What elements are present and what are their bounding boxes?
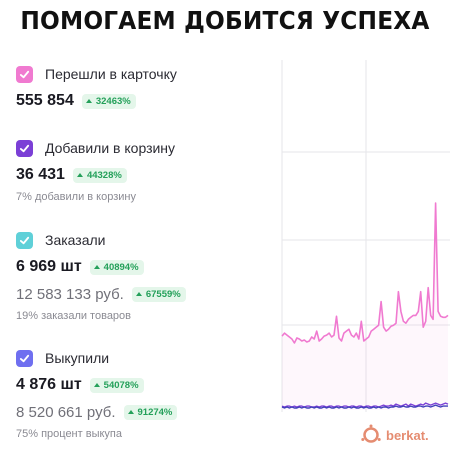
metric-title: Добавили в корзину <box>45 140 176 156</box>
metric-card-buyouts: Выкупили 4 876 шт 54078% 8 520 661 руб. … <box>16 348 276 440</box>
growth-badge: 54078% <box>89 377 144 393</box>
metric-value: 4 876 шт <box>16 376 82 393</box>
berkat-logo-icon <box>361 424 381 443</box>
growth-percent: 32463% <box>95 95 131 107</box>
check-icon <box>19 144 30 152</box>
line-chart <box>281 60 450 412</box>
metric-note: 19% заказали товаров <box>16 310 132 322</box>
arrow-up-icon <box>135 292 142 296</box>
arrow-up-icon <box>76 173 83 177</box>
growth-badge: 44328% <box>72 167 127 183</box>
arrow-up-icon <box>127 410 134 414</box>
metric-card-orders: Заказали 6 969 шт 40894% 12 583 133 руб.… <box>16 230 276 322</box>
growth-badge: 40894% <box>89 259 144 275</box>
metric-note: 7% добавили в корзину <box>16 191 136 203</box>
arrow-up-icon <box>93 265 100 269</box>
series-line-0 <box>281 202 449 344</box>
check-icon <box>19 236 30 244</box>
metric-value: 6 969 шт <box>16 258 82 275</box>
checkbox-buyouts[interactable] <box>16 349 33 367</box>
growth-badge: 91274% <box>123 404 178 420</box>
checkbox-orders[interactable] <box>16 231 33 249</box>
series-area <box>282 203 448 410</box>
growth-badge: 32463% <box>81 93 136 109</box>
metric-secondary-value: 12 583 133 руб. <box>16 285 124 303</box>
headline: ПОМОГАЕМ ДОБИТСЯ УСПЕХА <box>20 6 430 35</box>
checkbox-cart[interactable] <box>16 139 33 157</box>
chart-grid <box>281 60 450 412</box>
metric-card-cart: Добавили в корзину 36 431 44328% 7% доба… <box>16 138 276 203</box>
check-icon <box>19 354 30 362</box>
series-line-1 <box>281 402 449 408</box>
metric-value: 36 431 <box>16 166 65 183</box>
arrow-up-icon <box>85 99 92 103</box>
logo-text: berkat. <box>386 427 429 443</box>
metric-card-clicks: Перешли в карточку 555 854 32463% <box>16 64 276 111</box>
berkat-logo: berkat. <box>360 424 429 446</box>
series-line-2 <box>281 404 448 409</box>
metric-note: 75% процент выкупа <box>16 428 122 440</box>
metric-title: Заказали <box>45 232 106 248</box>
arrow-up-icon <box>93 383 100 387</box>
growth-percent: 91274% <box>137 406 173 418</box>
metric-value: 555 854 <box>16 92 74 109</box>
growth-percent: 54078% <box>103 379 139 391</box>
metric-secondary-value: 8 520 661 руб. <box>16 403 116 421</box>
growth-percent: 67559% <box>145 288 181 300</box>
growth-percent: 44328% <box>86 169 122 181</box>
metric-title: Выкупили <box>45 350 110 366</box>
checkbox-clicks[interactable] <box>16 65 33 83</box>
growth-badge: 67559% <box>131 286 186 302</box>
metric-title: Перешли в карточку <box>45 66 177 82</box>
growth-percent: 40894% <box>103 261 139 273</box>
chart-series <box>281 202 449 410</box>
check-icon <box>19 70 30 78</box>
